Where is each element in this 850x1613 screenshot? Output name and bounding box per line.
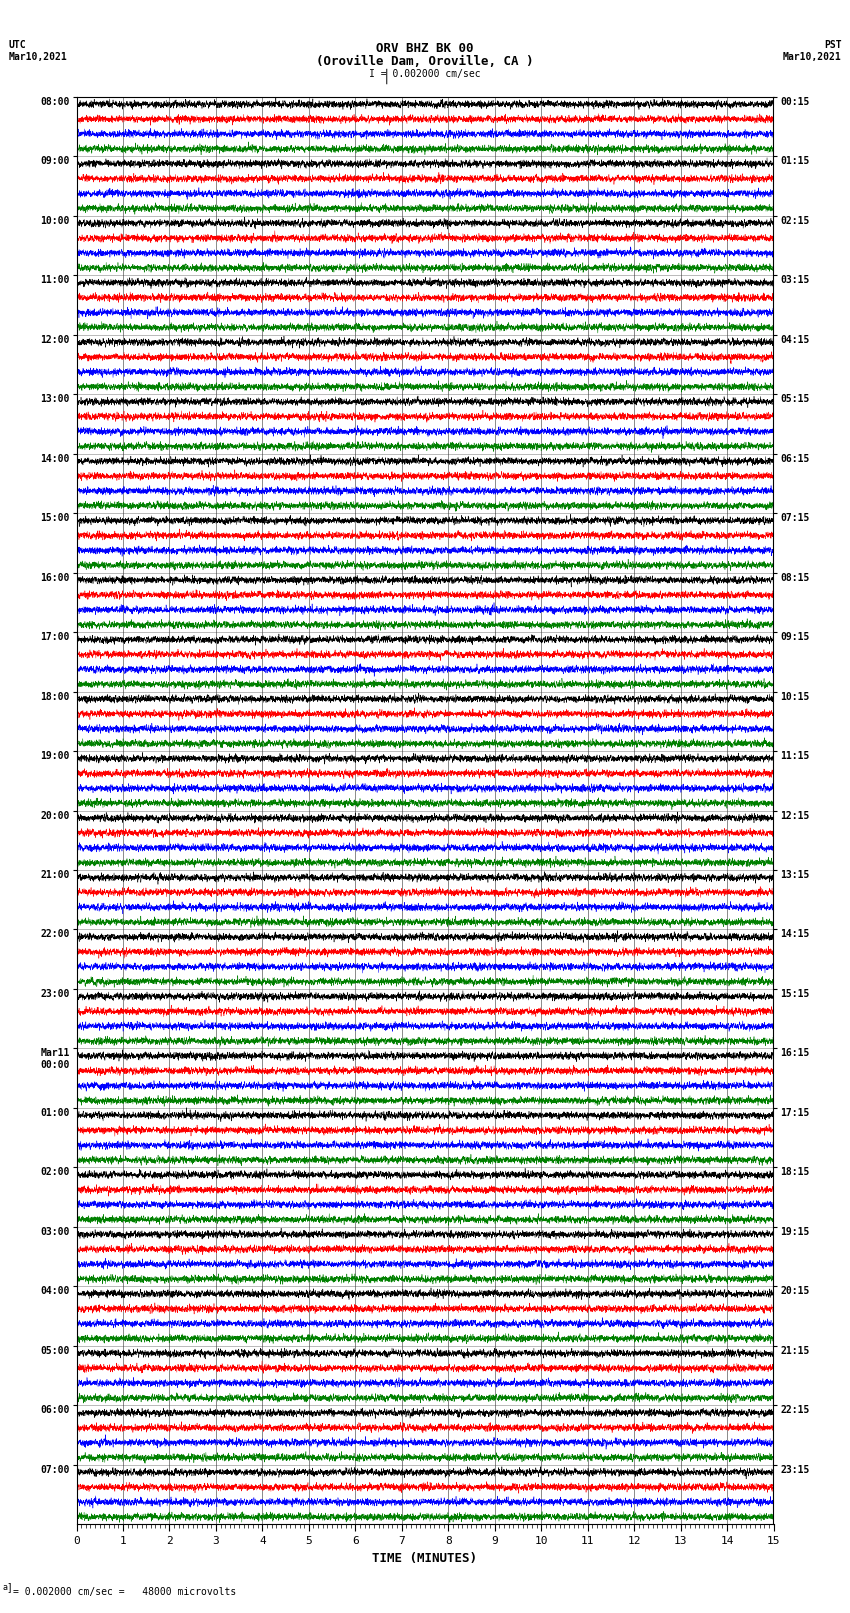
Text: I = 0.002000 cm/sec: I = 0.002000 cm/sec bbox=[369, 69, 481, 79]
Text: a: a bbox=[3, 1582, 8, 1592]
Text: ORV BHZ BK 00: ORV BHZ BK 00 bbox=[377, 42, 473, 55]
Text: UTC: UTC bbox=[8, 40, 26, 50]
Text: Mar10,2021: Mar10,2021 bbox=[783, 52, 842, 61]
Text: │: │ bbox=[383, 69, 390, 84]
Text: PST: PST bbox=[824, 40, 842, 50]
Text: Mar10,2021: Mar10,2021 bbox=[8, 52, 67, 61]
Text: = 0.002000 cm/sec =   48000 microvolts: = 0.002000 cm/sec = 48000 microvolts bbox=[13, 1587, 236, 1597]
Text: (Oroville Dam, Oroville, CA ): (Oroville Dam, Oroville, CA ) bbox=[316, 55, 534, 68]
X-axis label: TIME (MINUTES): TIME (MINUTES) bbox=[372, 1552, 478, 1565]
Text: ]: ] bbox=[7, 1582, 13, 1592]
